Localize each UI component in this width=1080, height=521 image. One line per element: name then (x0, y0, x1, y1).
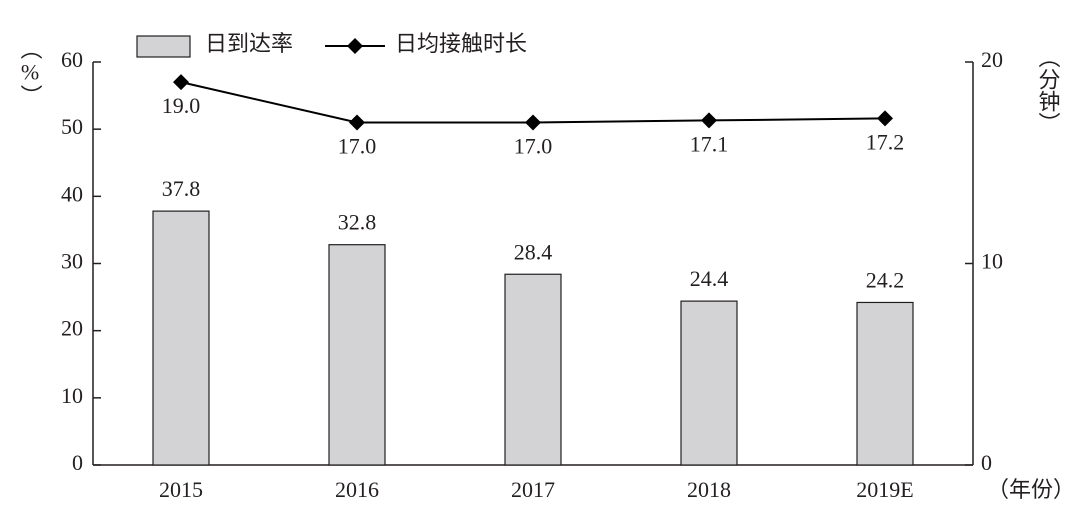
legend-label: 日均接触时长 (395, 31, 527, 56)
bar (328, 244, 386, 466)
x-axis-label: （年份） (987, 477, 1075, 502)
x-tick-label: 2015 (159, 477, 203, 502)
y2-axis-label: （分钟） (1036, 46, 1061, 134)
line-marker (173, 74, 189, 91)
y2-tick-label: 0 (981, 450, 992, 475)
y-tick-label: 50 (61, 114, 83, 139)
y-tick-label: 30 (61, 249, 83, 274)
bar (504, 273, 562, 466)
legend-label: 日到达率 (205, 31, 293, 56)
x-tick-label: 2016 (335, 477, 379, 502)
x-tick-label: 2019E (856, 477, 913, 502)
bar-value-label: 24.2 (866, 268, 905, 293)
legend-swatch (136, 35, 191, 58)
y-axis-label: （%） (18, 38, 43, 107)
bar (680, 300, 738, 466)
x-tick-label: 2018 (687, 477, 731, 502)
line-value-label: 17.0 (514, 133, 553, 158)
line-value-label: 17.0 (338, 133, 377, 158)
line-value-label: 17.2 (866, 129, 905, 154)
y-tick-label: 10 (61, 383, 83, 408)
line-value-label: 19.0 (162, 93, 201, 118)
line-marker (701, 112, 717, 129)
y2-tick-label: 10 (981, 249, 1003, 274)
line-marker (877, 110, 893, 127)
line-marker (349, 114, 365, 131)
bar (152, 210, 210, 466)
line-marker (525, 114, 541, 131)
legend-marker (347, 38, 363, 54)
bar-value-label: 37.8 (162, 176, 201, 201)
bar (856, 301, 914, 466)
x-tick-label: 2017 (511, 477, 555, 502)
y-tick-label: 0 (72, 450, 83, 475)
y-tick-label: 60 (61, 47, 83, 72)
bar-value-label: 24.4 (690, 266, 729, 291)
bar-value-label: 32.8 (338, 210, 377, 235)
line-value-label: 17.1 (690, 131, 729, 156)
y-tick-label: 20 (61, 316, 83, 341)
y2-tick-label: 20 (981, 47, 1003, 72)
bar-value-label: 28.4 (514, 239, 553, 264)
y-tick-label: 40 (61, 181, 83, 206)
